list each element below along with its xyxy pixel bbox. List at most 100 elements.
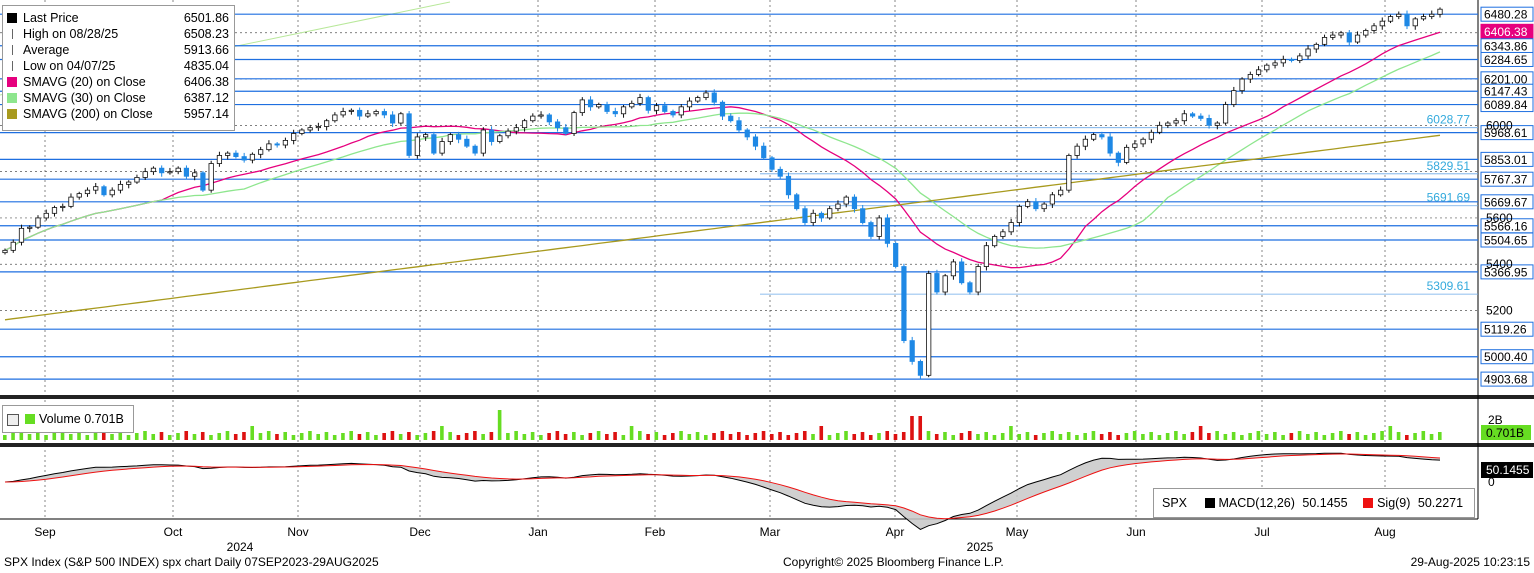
volume-bar-down [662,435,667,440]
candle-down [183,167,190,177]
volume-bar-up [629,426,634,440]
volume-bar-up [85,435,90,440]
candle-down [934,273,940,293]
candle-down [612,111,618,115]
volume-bar-down [1207,433,1211,440]
volume-bar-up [423,433,428,440]
inline-level-label: 6028.77 [1427,113,1471,127]
volume-bar-up [1066,432,1071,440]
candle-down [241,156,247,161]
x-month-label: Aug [1374,525,1395,539]
volume-bar-up [1075,435,1079,440]
x-year-label: 2024 [227,540,254,554]
volume-value-label: 0.701B [1486,426,1524,440]
volume-bar-up [1281,435,1285,440]
price-label: 6406.38 [1484,25,1528,39]
legend-value: 6501.86 [183,11,229,25]
price-label-box [1480,321,1534,337]
volume-bar-up [324,432,329,440]
volume-bar-up [209,435,213,440]
y-tick-label: 6000 [1486,118,1513,132]
volume-bar-up [1438,432,1442,440]
candle-down [909,340,915,362]
candle-up [480,129,486,154]
price-label-box [1480,194,1534,210]
grid-lines [0,0,1534,520]
candle-up [51,207,58,214]
candle-up [1222,104,1229,124]
candle-down [711,92,717,103]
legend-row: SMAVG (20) on Close 6406.38 [7,74,231,90]
macd-value-label: 50.1455 [1486,463,1530,477]
volume-bar-down [967,431,972,440]
candle-down [670,111,676,116]
legend-label: SMAVG (30) on Close [23,91,146,105]
volume-bar-up [1256,431,1261,440]
candle-up [876,217,882,237]
price-label: 5119.26 [1484,323,1527,337]
volume-menu-icon[interactable] [7,414,19,426]
volume-bar-down [728,434,733,440]
candle-up [315,126,321,129]
volume-bar-up [93,433,98,440]
volume-bar-up [225,431,230,440]
volume-bar-down [959,433,964,440]
candle-down [884,217,891,244]
volume-bar-down [786,435,791,440]
candle-up [348,109,354,112]
volume-bar-up [192,434,197,440]
legend-row: Low on 04/07/25 4835.04 [7,58,231,74]
volume-bar-down [671,433,675,440]
volume-bar-down [489,432,494,440]
price-label-box [1480,371,1534,387]
price-label-box [1480,171,1534,187]
volume-bar-up [258,433,263,440]
volume-bar-up [1388,426,1393,440]
legend-value: 6406.38 [183,75,229,89]
volume-bar-down [233,434,238,440]
signal-value: 50.2271 [1417,496,1464,510]
volume-bar-up [110,434,114,440]
candle-up [926,273,932,376]
legend-swatch [7,93,17,103]
price-label: 6201.00 [1484,72,1528,86]
legend-label: Last Price [23,11,79,25]
candle-down [488,129,495,142]
volume-bar-up [1231,432,1236,440]
volume-bar-up [349,431,353,440]
candle-down [818,212,825,219]
volume-bar-up [621,435,626,440]
inline-level-label: 5691.69 [1427,191,1471,205]
volume-bar-down [893,434,898,440]
candle-up [216,155,223,164]
volume-bar-down [184,431,189,440]
candle-down [851,196,858,210]
candle-up [843,196,849,205]
volume-bar-up [167,435,172,440]
candle-up [579,99,585,114]
price-label-box [1480,97,1534,113]
candle-up [365,113,371,117]
y-tick-label: 5600 [1486,211,1513,225]
candle-up [27,226,33,229]
volume-bar-up [19,431,24,440]
price-label-box [1480,264,1534,280]
volume-bar-up [572,432,576,440]
candle-up [68,196,74,207]
candle-up [1173,120,1179,124]
candle-up [1008,222,1014,233]
price-label: 5000.40 [1484,350,1528,364]
candle-down [357,109,363,117]
candle-up [76,193,82,198]
x-month-label: Mar [760,525,781,539]
candle-up [291,133,297,141]
volume-bar-down [934,434,939,440]
volume-bar-down [275,434,279,440]
candle-up [18,227,25,243]
volume-bar-down [1099,434,1104,440]
x-month-label: Jun [1126,525,1145,539]
price-label: 5968.61 [1484,126,1528,140]
candle-up [266,143,272,151]
candle-up [332,114,338,122]
volume-bar-up [398,434,403,440]
